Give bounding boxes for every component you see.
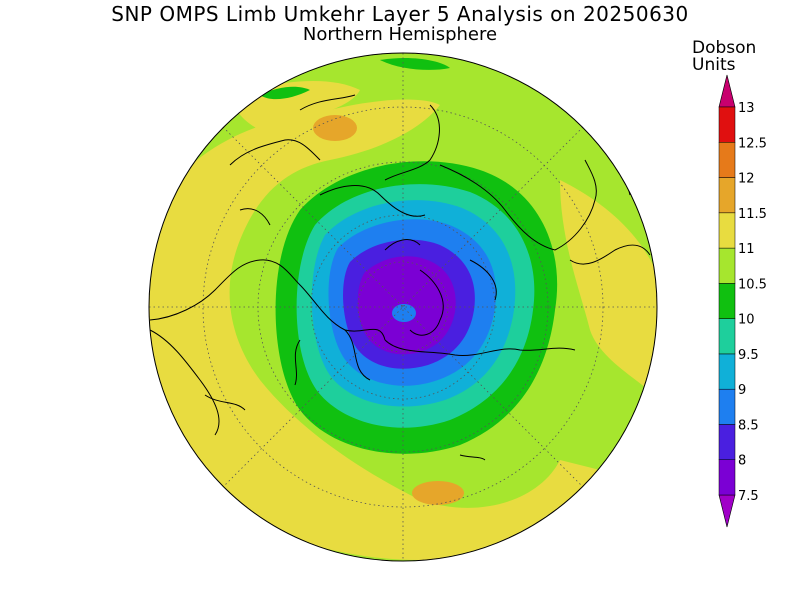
colorbar-tick-label: 7.5	[738, 489, 759, 504]
colorbar-swatch	[718, 353, 736, 390]
legend-unit-line2: Units	[692, 55, 736, 75]
colorbar-swatch	[718, 388, 736, 425]
coastlines	[149, 94, 651, 461]
contour-11-nw	[149, 99, 600, 560]
ozone-field	[149, 53, 657, 561]
legend-unit-line1: Dobson	[692, 38, 757, 58]
contour-11.5-north	[313, 115, 357, 141]
colorbar-cap-low	[718, 494, 736, 528]
colorbar-tick-label: 8	[738, 454, 746, 469]
colorbar-swatch	[718, 424, 736, 460]
colorbar-tick-label: 9	[738, 383, 746, 398]
colorbar-tick-label: 8.5	[738, 418, 759, 433]
colorbar-tick-label: 12	[738, 172, 755, 187]
colorbar-tick-label: 9.5	[738, 348, 759, 363]
colorbar-cap-high	[718, 74, 736, 108]
colorbar-tick-label: 10	[738, 313, 755, 328]
map-subtitle: Northern Hemisphere	[302, 24, 498, 45]
colorbar-swatch	[718, 247, 736, 284]
colorbar-tick-label: 13	[738, 101, 755, 116]
contour-11.5-south	[412, 481, 464, 505]
colorbar-tick-label: 10.5	[738, 277, 767, 292]
graticule	[149, 53, 657, 561]
colorbar-tick-label: 11.5	[738, 207, 767, 222]
colorbar-swatch	[718, 177, 736, 214]
map-title: SNP OMPS Limb Umkehr Layer 5 Analysis on…	[111, 2, 689, 26]
colorbar-swatch	[718, 142, 736, 178]
contour-7.5	[392, 304, 416, 322]
contour-11-east	[560, 180, 657, 400]
colorbar-swatch	[718, 283, 736, 319]
colorbar-tick-label: 11	[738, 242, 755, 257]
colorbar-swatch	[718, 212, 736, 249]
colorbar-swatch	[718, 318, 736, 355]
colorbar-tick-label: 12.5	[738, 136, 767, 151]
colorbar-swatch	[718, 459, 736, 496]
map-boundary	[148, 52, 658, 562]
legend-unit-label: Dobson Units	[692, 40, 756, 74]
colorbar-swatch	[718, 106, 736, 143]
